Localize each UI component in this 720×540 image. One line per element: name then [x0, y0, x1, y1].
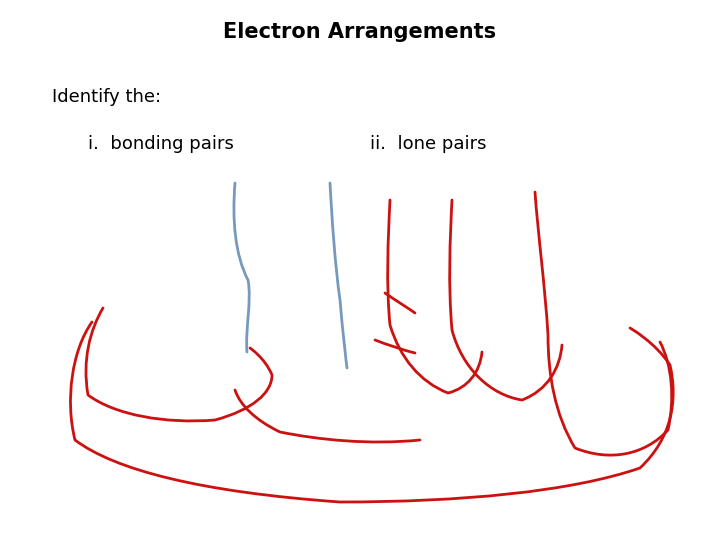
Text: Identify the:: Identify the:	[52, 88, 161, 106]
Text: ii.  lone pairs: ii. lone pairs	[370, 135, 487, 153]
Text: i.  bonding pairs: i. bonding pairs	[88, 135, 234, 153]
Text: Electron Arrangements: Electron Arrangements	[223, 22, 497, 42]
